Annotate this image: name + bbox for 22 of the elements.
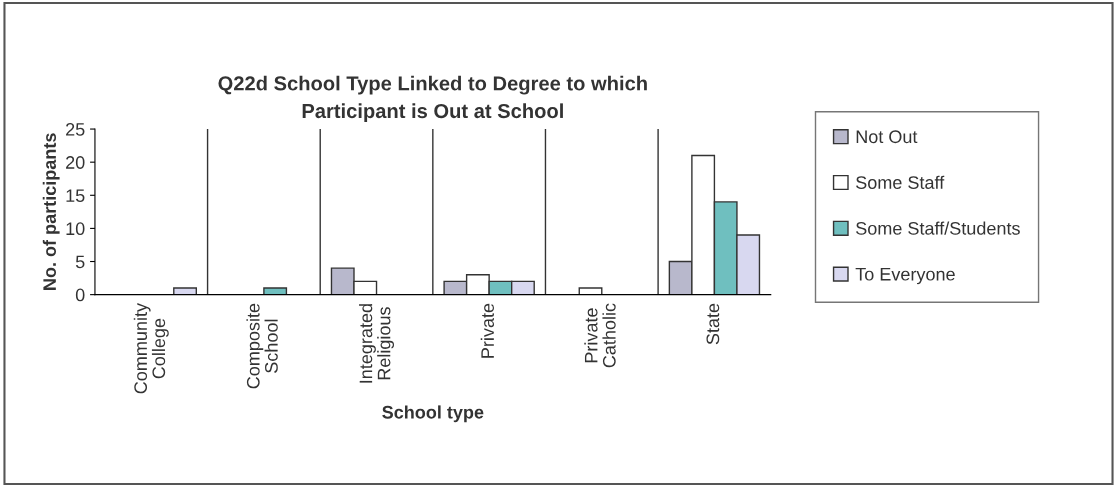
legend-label: Not Out [856,130,918,144]
y-axis-title: No. of participants [42,133,60,290]
y-tick-label: 15 [66,189,85,203]
legend-label: To Everyone [855,267,955,285]
x-tick-label: Private Catholic [584,303,616,368]
x-tick-label: State [706,303,720,345]
x-tick-label: Private [480,303,494,358]
legend-label: Some Staff [856,175,945,189]
y-tick-label: 20 [66,156,85,169]
legend-label: Some Staff/Students [856,221,1020,235]
bar [578,287,603,295]
x-axis-title: School type [382,405,484,423]
x-tick-label: Integrated Religious [359,304,395,383]
x-tick-label: Community College [133,303,169,394]
y-tick-label: 10 [66,222,85,236]
y-tick-label: 5 [75,255,85,269]
bar [263,287,288,295]
x-tick-label: Composite School [246,303,278,389]
bar [173,287,198,295]
y-tick-label: 0 [75,288,85,302]
chart-title: Q22d School Type Linked to Degree to which Participant is Out at School [218,75,647,123]
y-tick-label: 25 [66,122,85,136]
